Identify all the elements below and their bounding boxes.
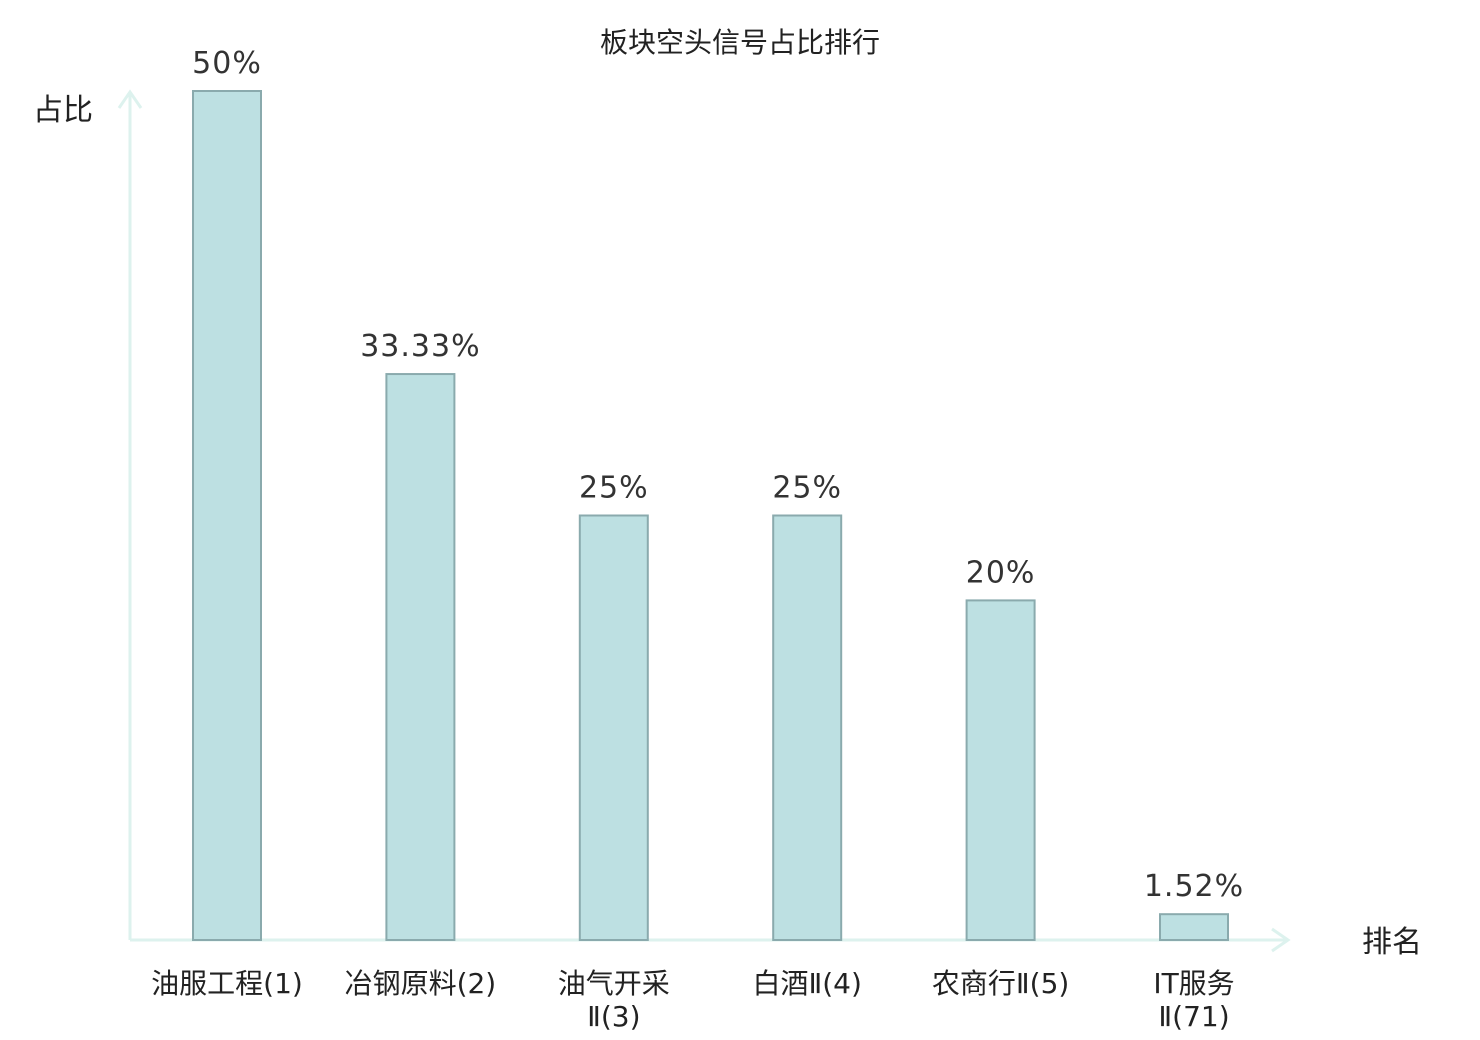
category-label-3-line-1: 油气开采 (558, 967, 670, 1000)
x-axis-label: 排名 (1362, 925, 1422, 960)
category-label-1: 油服工程(1) (151, 967, 303, 1000)
category-label-3-line-2: Ⅱ(3) (587, 1000, 640, 1033)
value-label-6: 1.52% (1144, 869, 1244, 904)
value-label-4: 25% (772, 471, 842, 506)
category-label-6-line-2: Ⅱ(71) (1158, 1000, 1229, 1033)
value-label-2: 33.33% (360, 329, 480, 364)
y-axis (117, 89, 143, 940)
value-label-3: 25% (579, 471, 649, 506)
bar-6 (1159, 913, 1229, 942)
value-label-1: 50% (192, 46, 262, 81)
value-label-5: 20% (966, 555, 1036, 590)
bar-1 (192, 90, 262, 941)
category-label-2: 冶钢原料(2) (345, 967, 497, 1000)
category-label-4: 白酒Ⅱ(4) (752, 967, 861, 1000)
bars-group (192, 90, 1229, 942)
category-label-6-line-1: IT服务 (1153, 967, 1234, 1000)
bar-4 (772, 514, 843, 941)
x-axis (130, 927, 1291, 953)
chart-title: 板块空头信号占比排行 (600, 26, 880, 59)
category-label-5: 农商行Ⅱ(5) (932, 967, 1069, 1000)
bar-3 (578, 514, 649, 941)
bar-2 (385, 373, 456, 942)
value-labels-group: 50% 33.33% 25% 25% 20% 1.52% (192, 46, 1244, 904)
y-axis-label: 占比 (33, 93, 93, 128)
bar-5 (965, 599, 1036, 942)
